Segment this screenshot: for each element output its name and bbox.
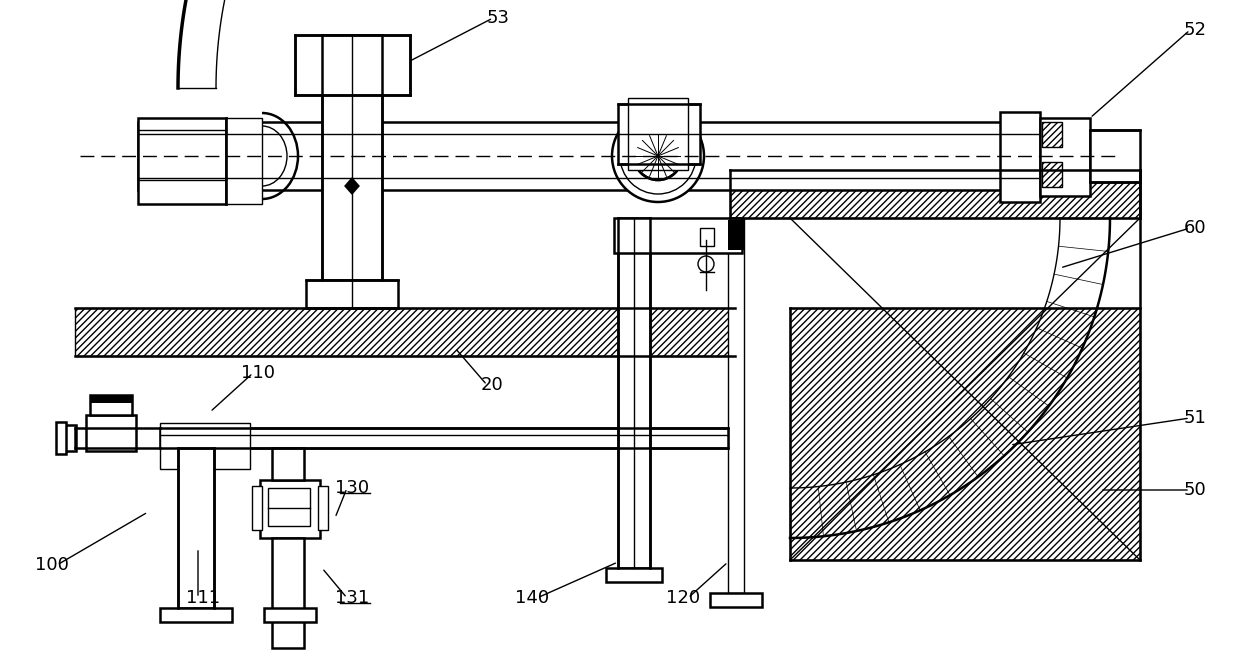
Text: 20: 20 <box>481 376 503 394</box>
Bar <box>322 35 382 280</box>
Bar <box>728 218 744 593</box>
Bar <box>264 608 316 622</box>
Bar <box>614 218 742 253</box>
Bar <box>618 218 650 568</box>
Text: 110: 110 <box>241 364 275 382</box>
Bar <box>712 593 760 605</box>
Bar <box>1042 122 1061 147</box>
Bar <box>160 608 232 622</box>
Bar <box>728 218 744 593</box>
Bar <box>91 395 131 415</box>
Polygon shape <box>345 178 360 194</box>
Bar <box>999 112 1040 202</box>
Bar <box>790 308 1140 560</box>
Text: 130: 130 <box>335 479 370 497</box>
Text: 140: 140 <box>515 589 549 607</box>
Bar <box>260 480 320 538</box>
Text: 111: 111 <box>186 589 219 607</box>
Text: 50: 50 <box>1184 481 1207 499</box>
Text: 120: 120 <box>666 589 701 607</box>
Bar <box>64 425 76 451</box>
Bar <box>728 220 744 250</box>
Bar <box>272 538 304 648</box>
Bar <box>1040 118 1090 196</box>
Text: 52: 52 <box>1183 21 1207 39</box>
Text: 100: 100 <box>35 556 69 574</box>
Bar <box>701 228 714 246</box>
Bar <box>606 568 662 582</box>
Circle shape <box>613 110 704 202</box>
Bar <box>306 280 398 308</box>
Text: 131: 131 <box>335 589 370 607</box>
Bar <box>56 422 66 454</box>
Bar <box>295 35 410 95</box>
Bar <box>627 98 688 170</box>
Bar <box>317 486 329 530</box>
Text: 53: 53 <box>486 9 510 27</box>
Bar <box>608 568 660 580</box>
Circle shape <box>634 132 682 180</box>
Text: 51: 51 <box>1183 409 1207 427</box>
Text: 60: 60 <box>1184 219 1207 237</box>
Bar <box>138 118 226 204</box>
Bar <box>86 415 136 451</box>
Circle shape <box>698 256 714 272</box>
Bar <box>268 488 310 526</box>
Bar <box>162 608 229 620</box>
Bar <box>701 228 712 244</box>
Bar <box>160 423 250 469</box>
Bar <box>160 428 728 448</box>
Bar <box>252 486 262 530</box>
Bar <box>179 448 215 608</box>
Circle shape <box>620 118 696 194</box>
Bar <box>711 593 763 607</box>
Bar <box>138 122 1038 190</box>
Bar <box>272 448 304 480</box>
Bar <box>1090 130 1140 182</box>
Bar <box>91 395 131 403</box>
Bar <box>1042 162 1061 187</box>
Bar <box>74 308 735 356</box>
Bar <box>267 608 314 620</box>
Bar <box>226 118 262 204</box>
Bar <box>730 170 1140 218</box>
Bar <box>618 104 701 164</box>
